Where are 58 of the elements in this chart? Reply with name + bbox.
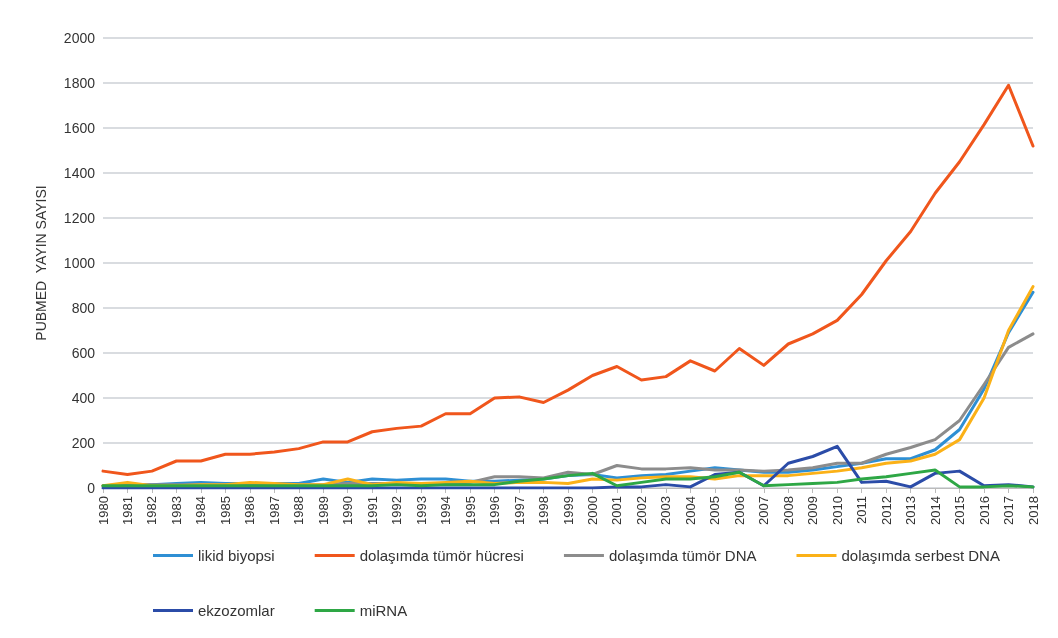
x-tick-label: 2000: [584, 496, 600, 525]
legend-label: likid biyopsi: [198, 547, 275, 564]
legend-label: dolaşımda tümör hücresi: [359, 547, 524, 564]
x-tick-label: 1986: [242, 496, 258, 525]
x-tick-label: 2001: [609, 496, 625, 525]
y-axis-title: PUBMED YAYIN SAYISI: [33, 185, 49, 341]
x-tick-label: 2018: [1025, 496, 1041, 525]
x-tick-label: 2011: [854, 496, 870, 524]
x-tick-label: 2010: [829, 496, 845, 525]
x-tick-label: 1999: [560, 496, 576, 525]
x-tick-label: 2002: [633, 496, 649, 525]
y-tick-label: 0: [87, 480, 96, 496]
x-tick-label: 2012: [878, 496, 894, 525]
x-tick-label: 1996: [487, 496, 503, 525]
x-tick-label: 2013: [903, 496, 919, 525]
x-tick-label: 2005: [707, 496, 723, 525]
line-series: [101, 83, 1035, 476]
legend-label: ekzozomlar: [198, 602, 275, 619]
x-tick-label: 2008: [780, 496, 796, 525]
x-tick-label: 1980: [95, 496, 111, 525]
y-tick-label: 2000: [63, 30, 96, 46]
x-tick-label: 1994: [438, 496, 454, 525]
y-tick-label: 600: [71, 345, 96, 361]
y-tick-label: 1200: [63, 210, 96, 226]
y-tick-label: 1800: [63, 75, 96, 91]
y-tick-label: 1000: [63, 255, 96, 271]
y-tick-label: 1400: [63, 165, 96, 181]
x-tick-label: 2007: [756, 496, 772, 525]
x-tick-label: 1981: [119, 496, 135, 525]
legend-label: dolaşımda serbest DNA: [841, 547, 1000, 564]
y-tick-label: 200: [71, 435, 96, 451]
x-tick-label: 2006: [731, 496, 747, 525]
x-tick-label: 2004: [682, 496, 698, 525]
x-tick-label: 1992: [389, 496, 405, 525]
y-tick-label: 400: [71, 390, 96, 406]
x-tick-label: 1984: [193, 496, 209, 525]
x-tick-label: 2015: [952, 496, 968, 525]
x-tick-label: 1998: [536, 496, 552, 525]
x-tick-label: 1995: [462, 496, 478, 525]
x-tick-label: 1993: [413, 496, 429, 525]
x-tick-label: 1988: [291, 496, 307, 525]
legend-label: dolaşımda tümör DNA: [608, 547, 757, 564]
y-tick-label: 1600: [63, 120, 96, 136]
x-tick-label: 2016: [976, 496, 992, 525]
x-tick-label: 1983: [168, 496, 184, 525]
x-tick-label: 2014: [927, 496, 943, 525]
x-tick-label: 1997: [511, 496, 527, 525]
x-tick-label: 2017: [1001, 496, 1017, 525]
x-tick-label: 1987: [266, 496, 282, 525]
x-tick-label: 1991: [364, 496, 380, 525]
x-tick-label: 1982: [144, 496, 160, 525]
x-tick-label: 1985: [217, 496, 233, 525]
x-tick-label: 2003: [658, 496, 674, 525]
y-tick-label: 800: [71, 300, 96, 316]
x-tick-label: 1990: [340, 496, 356, 525]
legend-label: miRNA: [359, 602, 408, 619]
x-tick-label: 1989: [315, 496, 331, 525]
x-tick-label: 2009: [805, 496, 821, 525]
